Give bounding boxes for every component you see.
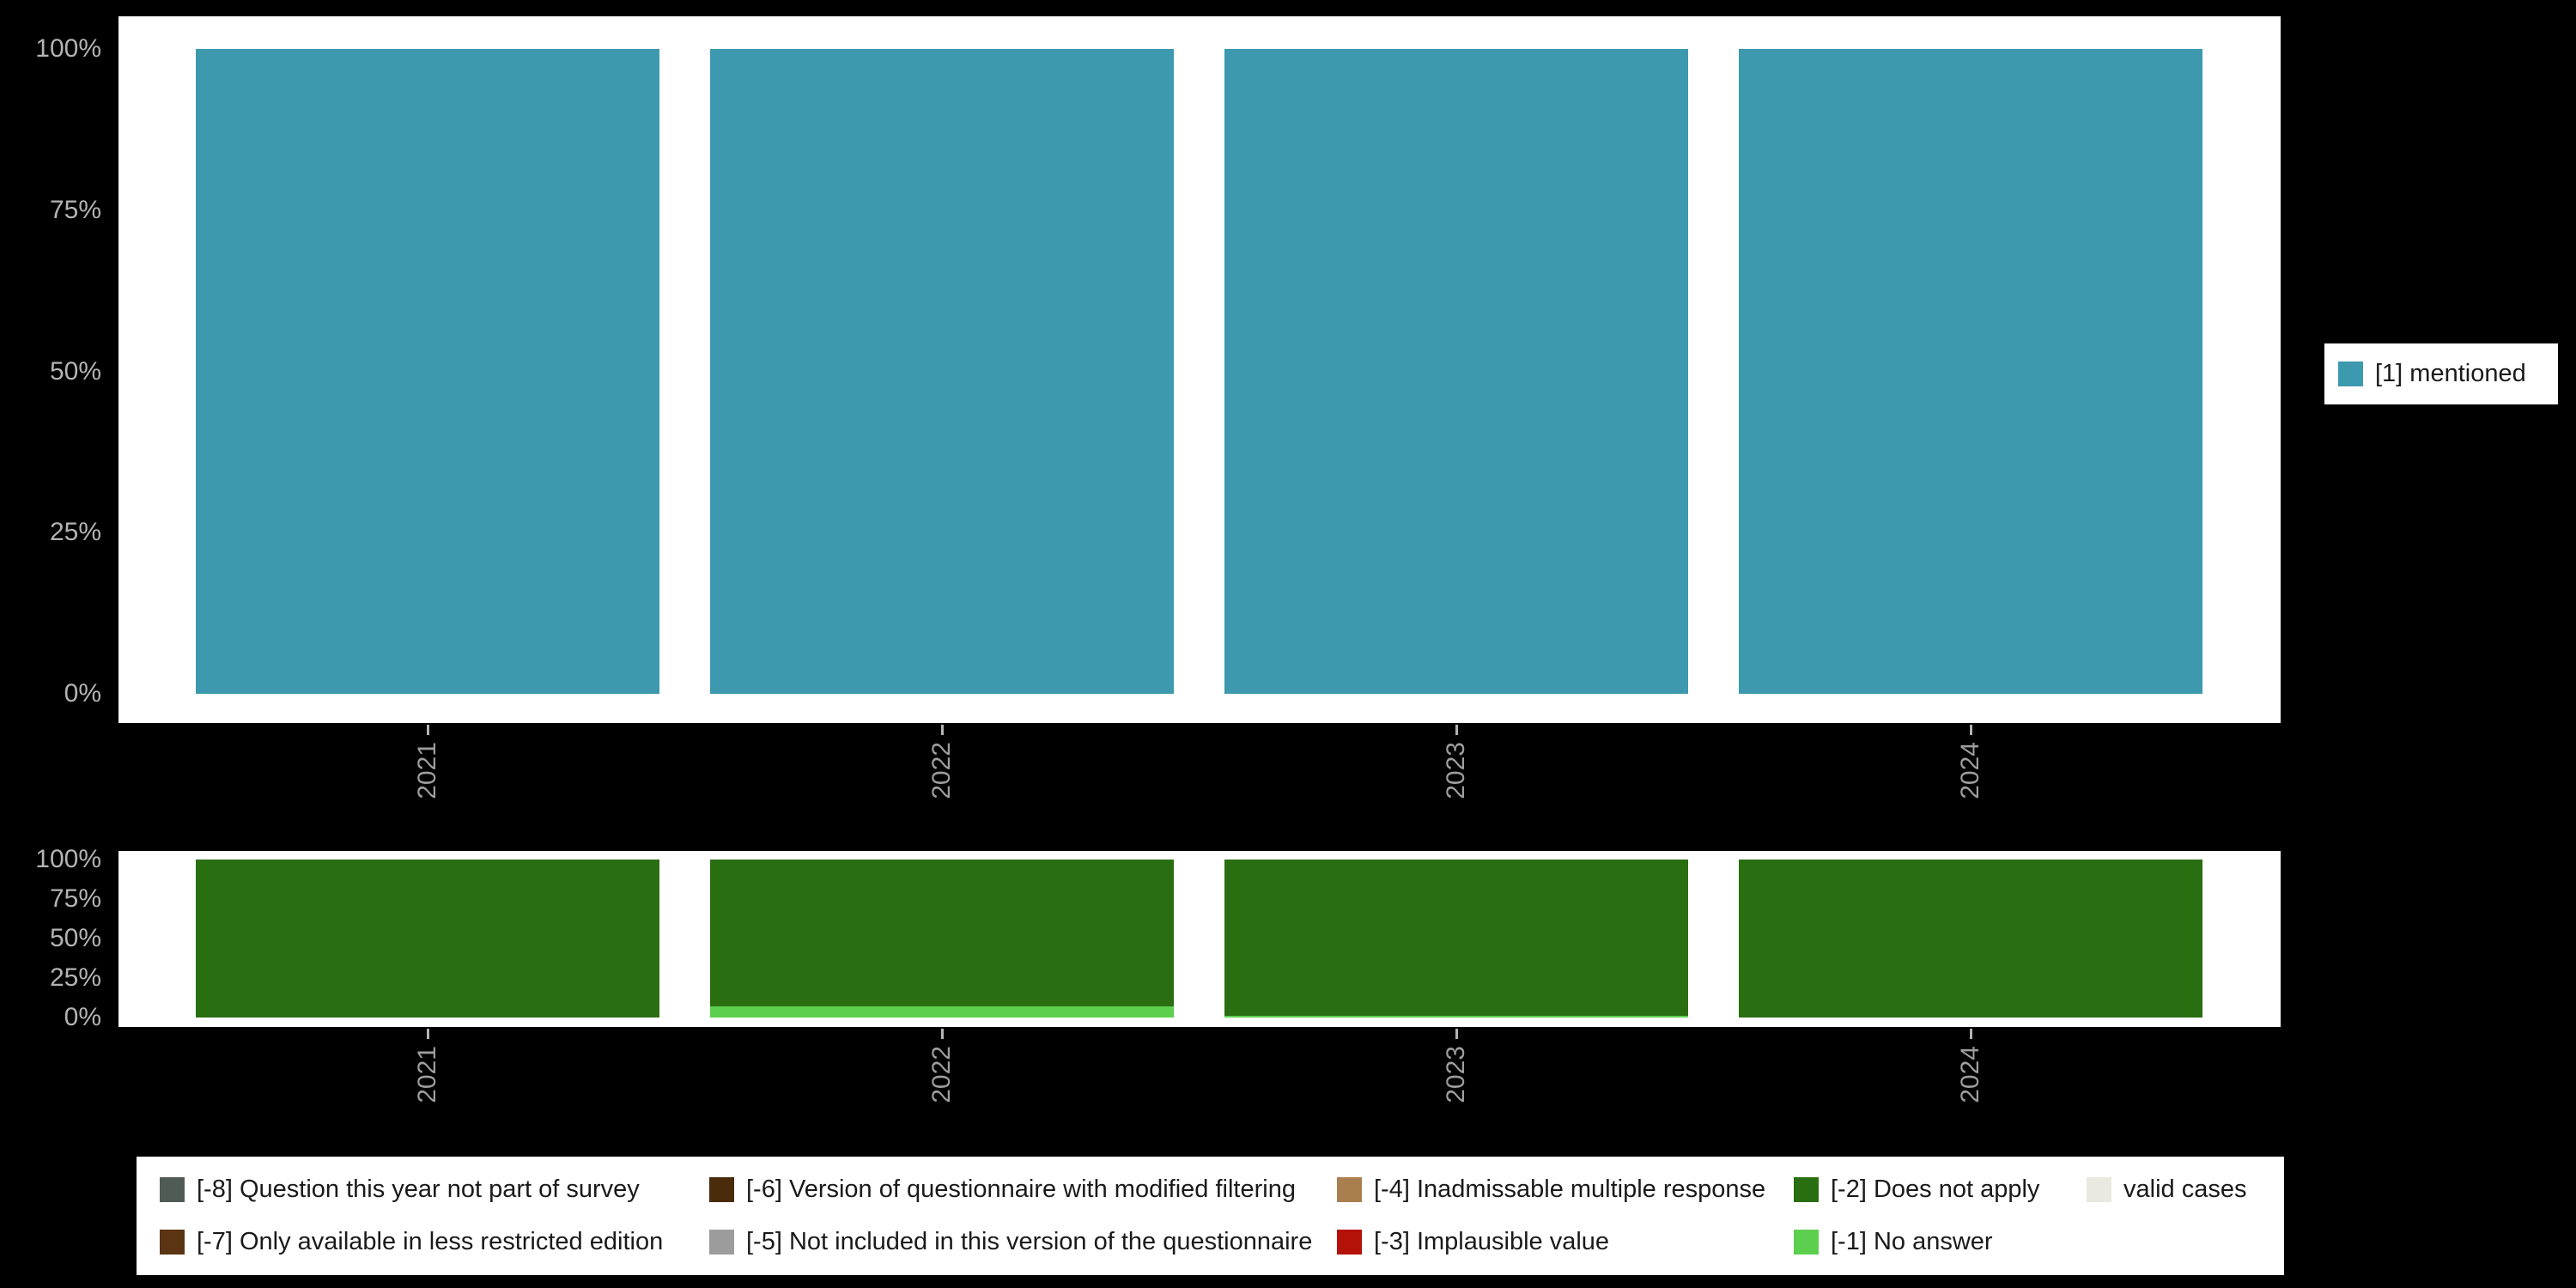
- x-tick-label: 2023: [1442, 742, 1470, 799]
- top-chart-plot-area: [118, 16, 2281, 723]
- y-tick-label: 50%: [49, 356, 101, 386]
- legend-swatch: [1337, 1177, 1362, 1202]
- legend-item: valid cases: [2087, 1176, 2275, 1204]
- bar-2023: [1224, 49, 1688, 694]
- legend-swatch: [160, 1177, 185, 1202]
- legend-item: [-5] Not included in this version of the…: [709, 1228, 1337, 1256]
- bar-segment: [710, 860, 1174, 1007]
- legend-label: [-1] No answer: [1831, 1227, 1993, 1255]
- x-tick: [427, 1029, 429, 1039]
- legend-label: valid cases: [2123, 1175, 2247, 1203]
- missing-chart-bars: [196, 860, 2202, 1018]
- legend-swatch: [1337, 1230, 1362, 1255]
- bar-segment: [196, 860, 659, 1018]
- legend-item: [-3] Implausible value: [1337, 1228, 1794, 1256]
- missing-chart-plot-area: [118, 851, 2281, 1027]
- missing-values-legend: [-8] Question this year not part of surv…: [137, 1157, 2284, 1275]
- x-tick: [1455, 725, 1458, 735]
- missing-chart-y-axis: 0% 25% 50% 75% 100%: [0, 847, 110, 1030]
- bar-segment: [1739, 49, 2202, 694]
- legend-swatch: [1794, 1230, 1819, 1255]
- y-tick-label: 100%: [35, 34, 101, 63]
- y-tick-label: 75%: [49, 195, 101, 224]
- y-tick-label: 0%: [64, 679, 101, 708]
- x-tick: [941, 725, 944, 735]
- y-tick-label: 25%: [49, 518, 101, 547]
- legend-item: [-2] Does not apply: [1794, 1176, 2087, 1204]
- x-tick: [1970, 725, 1972, 735]
- legend-label: [-6] Version of questionnaire with modif…: [746, 1175, 1296, 1203]
- legend-label: [-8] Question this year not part of surv…: [197, 1175, 640, 1203]
- legend-swatch: [160, 1230, 185, 1255]
- x-tick: [1455, 1029, 1458, 1039]
- values-legend: [1] mentioned: [2324, 343, 2558, 404]
- top-chart-bars: [196, 49, 2202, 694]
- legend-item: [-1] No answer: [1794, 1228, 2087, 1256]
- y-tick-label: 100%: [35, 845, 101, 873]
- y-tick-label: 25%: [49, 963, 101, 992]
- legend-item: [-6] Version of questionnaire with modif…: [709, 1176, 1337, 1204]
- x-tick-label: 2023: [1442, 1046, 1470, 1103]
- legend-swatch: [1794, 1177, 1819, 1202]
- x-tick-label: 2024: [1956, 742, 1984, 799]
- x-tick-label: 2021: [413, 742, 441, 799]
- mentioned-label: [1] mentioned: [2375, 359, 2526, 387]
- bar-segment: [1739, 860, 2202, 1018]
- x-tick: [941, 1029, 944, 1039]
- top-chart-x-axis: 2021 2022 2023 2024: [118, 723, 2281, 848]
- bar-2022: [710, 49, 1174, 694]
- bar-segment: [1224, 49, 1688, 694]
- bar-segment: [710, 1006, 1174, 1018]
- bar-2021: [196, 49, 659, 694]
- legend-label: [-4] Inadmissable multiple response: [1374, 1175, 1766, 1203]
- bar-2023: [1224, 860, 1688, 1018]
- top-chart-y-axis: 0% 25% 50% 75% 100%: [0, 36, 110, 707]
- mentioned-swatch: [2338, 361, 2363, 386]
- bar-2022: [710, 860, 1174, 1018]
- legend-swatch: [2087, 1177, 2111, 1202]
- legend-label: [-2] Does not apply: [1831, 1175, 2040, 1203]
- legend-swatch: [709, 1177, 734, 1202]
- legend-item: [-7] Only available in less restricted e…: [160, 1228, 709, 1256]
- x-tick-label: 2021: [413, 1046, 441, 1103]
- bar-2021: [196, 860, 659, 1018]
- x-tick-label: 2024: [1956, 1046, 1984, 1103]
- y-tick-label: 75%: [49, 884, 101, 913]
- bar-segment: [1224, 1016, 1688, 1018]
- legend-label: [-5] Not included in this version of the…: [746, 1227, 1313, 1255]
- y-tick-label: 0%: [64, 1003, 101, 1031]
- legend-label: [-7] Only available in less restricted e…: [197, 1227, 664, 1255]
- bar-2024: [1739, 49, 2202, 694]
- y-tick-label: 50%: [49, 924, 101, 952]
- missing-chart-x-axis: 2021 2022 2023 2024: [118, 1027, 2281, 1151]
- bar-segment: [196, 49, 659, 694]
- x-tick: [427, 725, 429, 735]
- x-tick: [1970, 1029, 1972, 1039]
- bar-2024: [1739, 860, 2202, 1018]
- legend-item: [-8] Question this year not part of surv…: [160, 1176, 709, 1204]
- legend-item: [-4] Inadmissable multiple response: [1337, 1176, 1794, 1204]
- bar-segment: [1224, 860, 1688, 1017]
- x-tick-label: 2022: [927, 742, 956, 799]
- bar-segment: [710, 49, 1174, 694]
- legend-swatch: [709, 1230, 734, 1255]
- legend-label: [-3] Implausible value: [1374, 1227, 1610, 1255]
- x-tick-label: 2022: [927, 1046, 956, 1103]
